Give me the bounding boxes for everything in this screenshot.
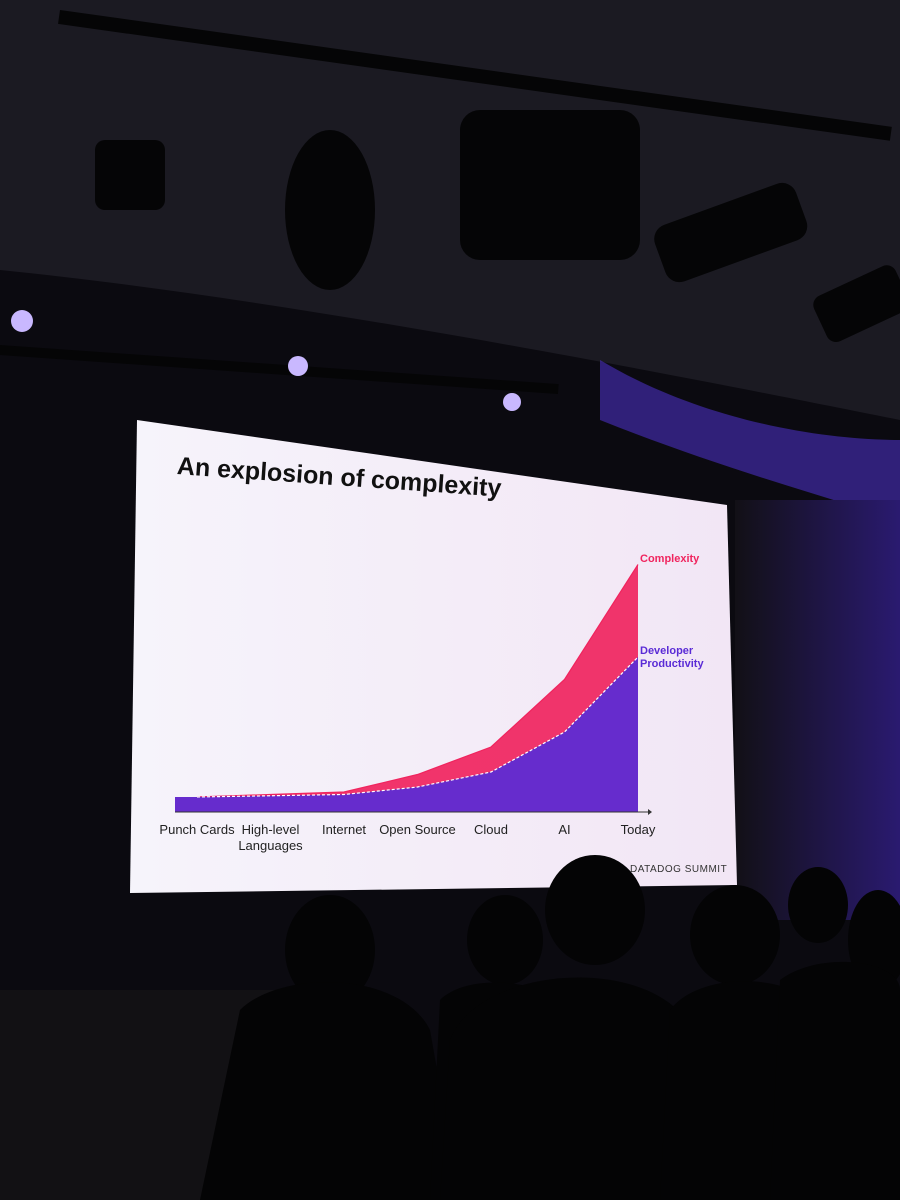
purple-light: [600, 360, 900, 520]
x-tick-label: Cloud: [474, 822, 508, 837]
series-line: [196, 656, 639, 798]
area-fill: [175, 657, 638, 812]
stage-lights: [11, 310, 521, 411]
rigging: [0, 9, 900, 395]
x-tick-label: Internet: [321, 822, 367, 837]
series-line: [196, 564, 639, 798]
x-tick-label: Punch Cards: [159, 822, 235, 837]
x-tick-label: Open Source: [379, 822, 456, 837]
x-tick-label: Today: [620, 822, 656, 837]
legend-label: Complexity: [640, 552, 700, 565]
footer-logo: DATADOG SUMMIT: [630, 864, 728, 875]
audience: [0, 855, 900, 1200]
legend-label: Developer Productivity: [640, 645, 704, 670]
curtain: [735, 500, 900, 920]
x-tick-label: High-level Languages: [238, 822, 303, 853]
x-tick-label: AI: [558, 822, 571, 837]
area-fill: [175, 564, 638, 812]
x-axis-arrow: [648, 809, 652, 815]
